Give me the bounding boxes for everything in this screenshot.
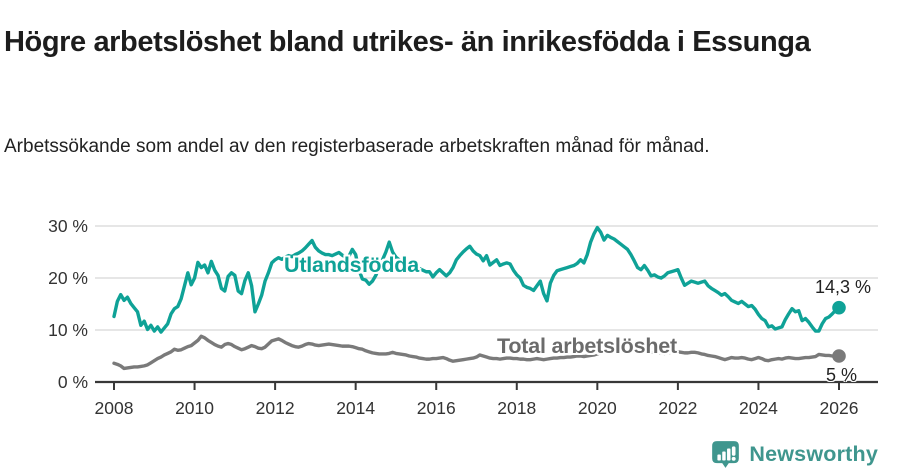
x-axis-tick-label: 2026 (820, 398, 859, 418)
x-axis-tick-label: 2024 (739, 398, 778, 418)
newsworthy-wordmark: Newsworthy (749, 442, 878, 466)
series-line-utlandsf-dda (112, 225, 841, 334)
x-axis-tick-label: 2008 (95, 398, 134, 418)
y-axis-tick-label: 20 % (48, 268, 88, 288)
x-axis-tick-label: 2016 (417, 398, 456, 418)
x-axis-tick-label: 2022 (658, 398, 697, 418)
y-axis-tick-label: 10 % (48, 320, 88, 340)
y-axis-tick-label: 30 % (48, 216, 88, 236)
x-axis-tick-label: 2014 (336, 398, 375, 418)
x-axis-tick-label: 2010 (175, 398, 214, 418)
x-axis-tick-label: 2018 (497, 398, 536, 418)
x-axis-tick-label: 2020 (578, 398, 617, 418)
chart-subtitle: Arbetssökande som andel av den registerb… (4, 136, 710, 157)
y-axis-tick-label: 0 % (58, 372, 88, 392)
series-line-total-arbetsl-shet (112, 334, 841, 371)
series-label-utlandsfodda: Utlandsfödda (284, 253, 419, 277)
chart-title: Högre arbetslöshet bland utrikes- än inr… (4, 26, 811, 59)
newsworthy-logo: Newsworthy (710, 439, 878, 470)
end-value-label-utlandsfodda: 14,3 % (815, 277, 872, 297)
end-value-label-total: 5 % (826, 365, 858, 385)
newsworthy-bar-chart-icon (712, 441, 740, 468)
series-label-total: Total arbetslöshet (497, 334, 677, 358)
series-end-dot-utlandsf-dda (832, 300, 846, 315)
x-axis-tick-label: 2012 (256, 398, 295, 418)
series-end-dot-total-arbetsl-shet (832, 349, 846, 363)
